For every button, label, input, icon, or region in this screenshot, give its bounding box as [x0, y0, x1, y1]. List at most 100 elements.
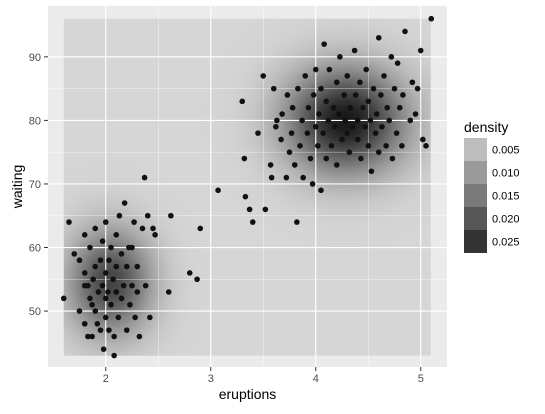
x-tick-label: 2 — [103, 373, 109, 385]
data-point — [389, 155, 396, 162]
data-point — [129, 282, 135, 289]
data-point — [120, 282, 127, 289]
data-point — [113, 232, 120, 238]
data-point — [60, 295, 67, 302]
data-point — [346, 149, 353, 155]
data-point — [417, 47, 424, 54]
data-point — [279, 111, 285, 117]
data-point — [274, 117, 280, 124]
data-point — [409, 79, 416, 86]
data-points — [60, 15, 435, 359]
data-point — [270, 85, 277, 92]
data-point — [186, 270, 193, 276]
data-point — [99, 282, 106, 289]
data-point — [360, 104, 366, 111]
data-point — [262, 206, 269, 213]
data-point — [123, 263, 130, 270]
legend-label: 0.005 — [492, 145, 520, 157]
data-point — [85, 333, 91, 340]
data-point — [344, 130, 351, 136]
data-point — [267, 162, 274, 168]
data-point — [85, 282, 91, 289]
data-point — [381, 73, 387, 79]
data-point — [134, 263, 141, 270]
data-point — [307, 155, 314, 162]
data-point — [284, 92, 291, 98]
y-tick-label: 80 — [29, 115, 41, 127]
data-point — [100, 346, 107, 353]
data-point — [111, 333, 117, 340]
data-point — [273, 123, 279, 130]
data-point — [315, 143, 321, 149]
data-point — [286, 149, 293, 155]
data-point — [323, 98, 330, 105]
x-tick-label: 3 — [208, 373, 214, 385]
y-axis-label: waiting — [9, 165, 25, 210]
data-point — [168, 212, 174, 219]
data-point — [118, 295, 125, 302]
data-point — [323, 155, 330, 162]
y-tick-label: 50 — [29, 306, 41, 318]
data-point — [150, 225, 156, 232]
data-point — [368, 168, 375, 175]
data-point — [90, 276, 96, 283]
data-point — [333, 162, 340, 168]
data-point — [76, 308, 83, 314]
data-point — [318, 187, 324, 194]
data-point — [165, 289, 172, 295]
data-point — [297, 143, 303, 149]
data-point — [127, 301, 133, 308]
data-point — [291, 162, 298, 168]
data-point — [152, 232, 158, 238]
data-point — [81, 232, 88, 238]
data-point — [288, 130, 295, 136]
data-point — [320, 130, 326, 136]
data-point — [89, 301, 95, 308]
data-point — [87, 295, 93, 302]
legend-key — [464, 230, 487, 253]
data-point — [260, 73, 267, 79]
data-point — [341, 92, 347, 98]
data-point — [278, 136, 284, 143]
data-point — [391, 85, 398, 92]
data-point — [365, 98, 372, 105]
legend-label: 0.015 — [492, 191, 520, 203]
data-point — [294, 219, 300, 225]
data-point — [347, 104, 354, 111]
data-point — [396, 104, 403, 111]
data-point — [363, 66, 369, 73]
data-point — [89, 333, 95, 340]
data-point — [246, 206, 253, 213]
data-point — [304, 130, 311, 136]
legend-key — [464, 207, 487, 230]
data-point — [333, 79, 340, 86]
data-point — [354, 117, 361, 124]
data-point — [241, 155, 248, 162]
data-point — [388, 54, 395, 60]
data-point — [325, 117, 332, 124]
data-point — [420, 136, 426, 143]
data-point — [383, 143, 389, 149]
data-point — [407, 117, 414, 124]
data-point — [102, 314, 109, 321]
data-point — [118, 251, 125, 257]
data-point — [331, 123, 338, 130]
data-point — [372, 130, 379, 136]
data-point — [384, 104, 390, 111]
data-point — [428, 15, 435, 22]
data-point — [102, 295, 109, 302]
y-tick-label: 60 — [29, 243, 41, 255]
data-point — [255, 130, 261, 136]
data-point — [132, 314, 138, 321]
data-point — [394, 60, 401, 67]
data-point — [423, 143, 429, 149]
data-point — [92, 225, 99, 232]
data-point — [358, 155, 364, 162]
data-point — [102, 219, 109, 225]
data-point — [305, 104, 312, 111]
data-point — [375, 149, 382, 155]
data-point — [147, 314, 153, 321]
data-point — [268, 174, 275, 181]
legend: density 0.005 0.010 0.015 0.020 0.025 — [464, 119, 520, 253]
